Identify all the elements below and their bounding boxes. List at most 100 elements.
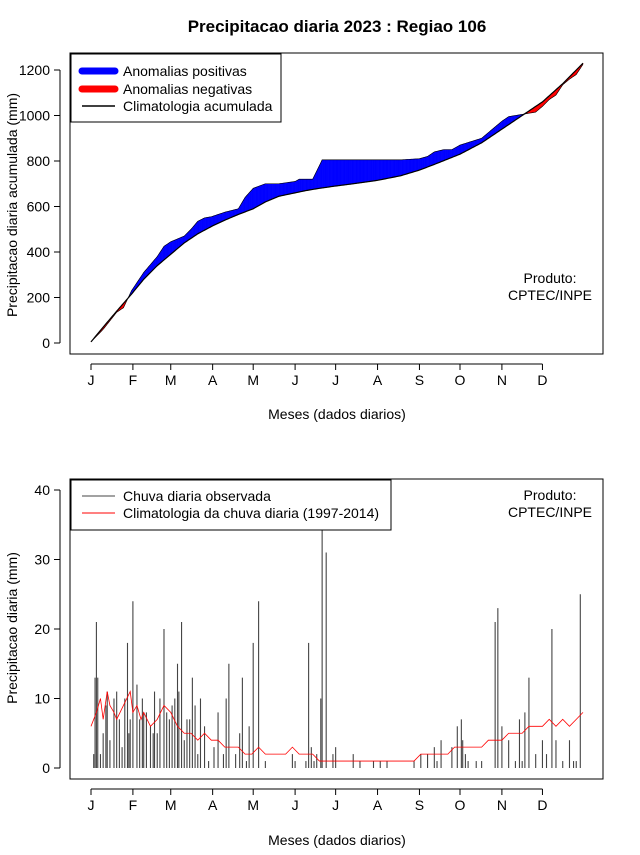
anomaly-segment (194, 222, 197, 236)
anomaly-segment (311, 178, 313, 190)
anomaly-segment (430, 153, 432, 167)
top-y-tick-label: 800 (27, 153, 51, 169)
anomaly-segment (296, 179, 298, 193)
top-y-tick-label: 200 (27, 290, 51, 306)
anomaly-segment (416, 158, 419, 172)
anomaly-segment (284, 182, 286, 196)
anomaly-segment (212, 215, 215, 227)
anomaly-segment (309, 178, 312, 191)
anomaly-segment (384, 159, 386, 180)
anomaly-segment (419, 158, 421, 171)
bottom-x-tick-label: S (415, 797, 424, 813)
anomaly-segment (208, 216, 211, 229)
anomaly-segment (266, 183, 269, 202)
anomaly-segment (275, 183, 278, 198)
anomaly-segment (354, 159, 357, 184)
anomaly-segment (251, 187, 254, 210)
anomaly-segment (444, 149, 447, 161)
anomaly-segment (297, 178, 300, 193)
anomaly-segment (327, 159, 330, 188)
anomaly-segment (358, 159, 361, 184)
anomaly-segment (169, 241, 171, 256)
bottom-x-tick-label: M (247, 797, 259, 813)
anomaly-segment (412, 158, 415, 173)
anomaly-segment (423, 156, 426, 169)
anomaly-segment (380, 159, 382, 181)
top-x-tick-label: A (208, 372, 218, 388)
anomaly-segment (271, 183, 274, 200)
top-annotation-line2: CPTEC/INPE (508, 287, 592, 303)
anomaly-segment (432, 151, 435, 166)
anomaly-segment (269, 183, 271, 201)
anomaly-segment (439, 150, 442, 163)
anomaly-segment (247, 192, 250, 212)
anomaly-segment (436, 150, 439, 164)
anomaly-segment (305, 178, 308, 191)
anomaly-segment (213, 215, 216, 226)
anomaly-segment (246, 193, 248, 212)
anomaly-segment (173, 239, 176, 253)
anomaly-segment (292, 181, 294, 194)
anomaly-segment (274, 183, 277, 199)
anomaly-segment (448, 149, 451, 159)
anomaly-segment (258, 185, 261, 207)
anomaly-segment (323, 159, 326, 188)
anomaly-segment (244, 195, 247, 213)
anomaly-segment (167, 242, 170, 257)
anomaly-segment (344, 159, 347, 186)
anomaly-segment (446, 149, 449, 160)
bottom-x-tick-label: D (537, 797, 547, 813)
anomaly-segment (461, 143, 463, 154)
top-x-tick-label: N (497, 372, 507, 388)
anomaly-segment (171, 240, 174, 254)
top-x-tick-label: J (332, 372, 339, 388)
anomaly-segment (248, 190, 251, 211)
anomaly-segment (397, 159, 400, 177)
anomaly-segment (223, 211, 226, 222)
top-y-tick-label: 1200 (19, 62, 50, 78)
anomaly-segment (163, 245, 166, 261)
bottom-observed-bars (93, 524, 581, 768)
anomaly-segment (458, 144, 461, 156)
anomaly-segment (348, 159, 351, 185)
anomaly-segment (205, 217, 208, 230)
anomaly-segment (215, 214, 217, 225)
anomaly-segment (398, 159, 401, 177)
legend-label-observed: Chuva diaria observada (123, 488, 271, 504)
anomaly-segment (221, 212, 224, 222)
bottom-y-tick-label: 0 (42, 760, 50, 776)
bottom-x-tick-label: J (292, 797, 299, 813)
top-x-axis-label: Meses (dados diarios) (268, 406, 406, 422)
anomaly-segment (216, 214, 219, 225)
anomaly-segment (257, 185, 259, 207)
anomaly-segment (261, 184, 263, 205)
anomaly-segment (273, 183, 276, 199)
anomaly-segment (401, 159, 404, 176)
anomaly-segment (434, 151, 436, 165)
bottom-x-tick-label: A (208, 797, 218, 813)
anomaly-segment (371, 159, 374, 182)
bottom-x-tick-label: N (497, 797, 507, 813)
anomaly-segment (377, 159, 380, 181)
bottom-y-tick-label: 40 (34, 482, 50, 498)
anomaly-segment (197, 220, 200, 235)
anomaly-segment (382, 159, 385, 180)
anomaly-segment (170, 240, 173, 255)
anomaly-segment (396, 159, 399, 177)
anomaly-segment (453, 147, 455, 158)
anomaly-segment (290, 181, 293, 194)
anomaly-segment (166, 243, 169, 259)
anomaly-segment (300, 178, 303, 192)
anomaly-segment (281, 182, 284, 196)
bottom-plot-frame (69, 478, 604, 780)
anomaly-segment (388, 159, 390, 179)
anomaly-segment (267, 183, 270, 202)
anomaly-segment (303, 178, 305, 192)
anomaly-segment (400, 159, 403, 177)
bottom-chart: 0 10 20 30 40 J F M A M J J A S O N D Meses (dados diar… (4, 478, 604, 848)
anomaly-segment (321, 159, 324, 189)
anomaly-segment (424, 156, 427, 169)
anomaly-segment (361, 159, 363, 183)
anomaly-segment (340, 159, 343, 186)
